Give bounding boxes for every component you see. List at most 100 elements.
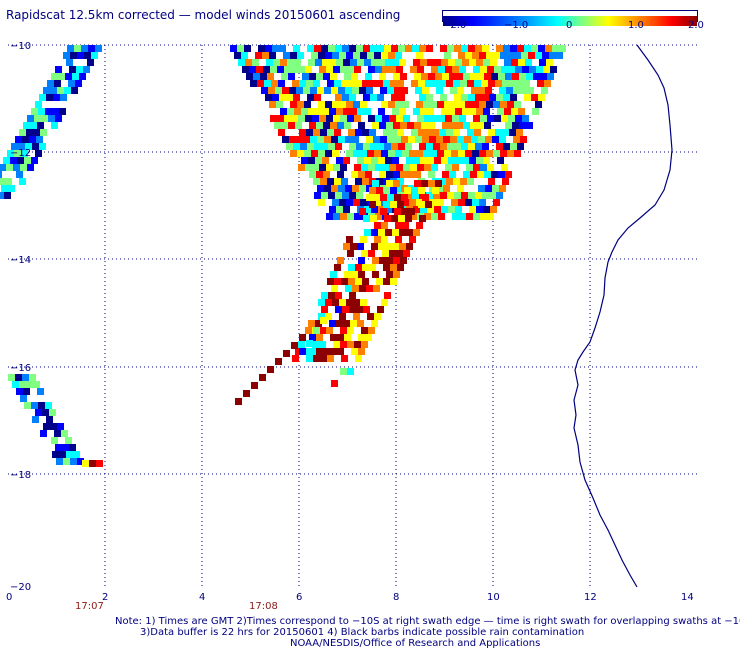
wind-cell [312,115,319,122]
wind-cell [405,215,412,222]
wind-cell [431,115,438,122]
wind-cell [75,80,82,87]
wind-cell [434,59,441,66]
wind-cell [465,150,472,157]
wind-cell [335,306,342,313]
wind-cell [87,59,94,66]
wind-cell [340,115,347,122]
wind-cell [50,423,57,430]
wind-cell [272,45,279,52]
lat-label: −18 [10,470,31,481]
wind-cell [361,164,368,171]
wind-cell [488,129,495,136]
wind-cell [10,157,17,164]
wind-cell [367,313,374,320]
wind-cell [377,94,384,101]
wind-cell [346,101,353,108]
wind-cell [495,129,502,136]
wind-cell [469,206,476,213]
wind-cell [313,80,320,87]
wind-cell [464,136,471,143]
wind-cell [357,157,364,164]
wind-cell [290,150,297,157]
wind-cell [393,122,400,129]
wind-cell [330,334,337,341]
wind-cell [467,129,474,136]
wind-cell [383,80,390,87]
wind-cell [390,201,397,208]
wind-cell [401,194,408,201]
wind-cell [315,320,322,327]
wind-cell [393,73,400,80]
wind-cell [420,108,427,115]
wind-cell [383,201,390,208]
lon-label: 14 [681,592,694,603]
wind-cell [324,136,331,143]
wind-cell [328,143,335,150]
wind-cell [398,94,405,101]
wind-cell [398,143,405,150]
wind-cell [46,416,53,423]
colorbar-tick-label: −2.0 [442,20,467,31]
wind-cell [500,150,507,157]
wind-cell [69,66,76,73]
wind-cell [443,185,450,192]
wind-cell [425,80,432,87]
wind-cell [397,129,404,136]
wind-cell [448,108,455,115]
wind-cell [0,171,2,178]
wind-cell [399,59,406,66]
wind-cell [368,250,375,257]
wind-cell [514,101,521,108]
wind-cell [371,243,378,250]
wind-cell [58,73,65,80]
wind-cell [518,108,525,115]
wind-cell [552,45,559,52]
wind-cell [297,150,304,157]
wind-cell [489,94,496,101]
wind-cell [341,355,348,362]
wind-cell [356,306,363,313]
wind-cell [39,143,46,150]
wind-cell [396,164,403,171]
wind-cell [467,178,474,185]
wind-cell [537,80,544,87]
wind-cell [59,451,66,458]
wind-cell [386,122,393,129]
wind-cell [88,45,95,52]
wind-cell [371,229,378,236]
wind-cell [399,229,406,236]
wind-cell [447,192,454,199]
wind-cell [449,171,456,178]
wind-cell [482,45,489,52]
wind-cell [293,45,300,52]
wind-cell [341,80,348,87]
wind-cell [301,157,308,164]
wind-cell [347,341,354,348]
wind-cell [387,194,394,201]
wind-cell [320,355,327,362]
wind-cell [405,192,412,199]
wind-cell [337,171,344,178]
wind-cell [243,390,250,397]
wind-cell [342,94,349,101]
wind-cell [27,164,34,171]
wind-cell [314,94,321,101]
wind-cell [409,150,416,157]
wind-cell [383,278,390,285]
wind-cell [342,306,349,313]
wind-cell [288,122,295,129]
wind-cell [319,341,326,348]
wind-cell [3,157,10,164]
wind-cell [361,327,368,334]
wind-cell [91,52,98,59]
wind-cell [289,136,296,143]
wind-cell [391,143,398,150]
wind-cell [382,66,389,73]
wind-cell [504,59,511,66]
wind-cell [293,143,300,150]
wind-cell [373,285,380,292]
wind-cell [69,444,76,451]
wind-cell [291,115,298,122]
wind-cell [5,178,12,185]
